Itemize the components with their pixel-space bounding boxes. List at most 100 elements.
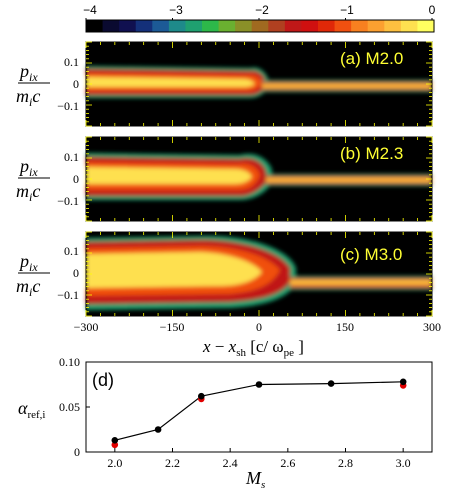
panel-b-yticks: 0.1 0 −0.1: [57, 150, 79, 208]
ylabel-m: m: [16, 181, 29, 201]
panel-a-label: (a) M2.0: [340, 49, 403, 68]
colorbar-cell: [102, 20, 120, 32]
svg-text:pix: pix: [18, 156, 38, 179]
panel-c-ytick-label: 0: [73, 266, 79, 280]
chart-d-ylabel-alpha: α: [18, 398, 28, 418]
ylabel-c: c: [32, 181, 40, 201]
chart-d-point-black: [255, 381, 263, 388]
panel-b-ytick-label: −0.1: [57, 194, 79, 208]
chart-d-yticks: 0 0.05 0.10: [59, 355, 90, 459]
phase-xtick-label: −150: [160, 320, 185, 334]
chart-d-points: [111, 378, 407, 449]
panel-frames: [85, 41, 433, 317]
panel-c-ytick-label: −0.1: [57, 288, 79, 302]
phase-xtick-label: 150: [336, 320, 354, 334]
chart-d-point-black: [198, 392, 205, 400]
colorbar-cell: [334, 20, 352, 32]
colorbar-cell: [367, 20, 385, 32]
colorbar-tick-label: −4: [83, 3, 97, 17]
xlabel-close: ]: [294, 337, 304, 356]
colorbar-tick-label: −1: [340, 3, 354, 17]
colorbar: −4 −3 −2 −1 0: [83, 3, 436, 33]
colorbar-cell: [351, 20, 369, 32]
ylabel-p-sub: ix: [29, 165, 38, 179]
colorbar-cell: [400, 20, 419, 32]
panel-b: (b) M2.3: [86, 137, 432, 221]
colorbar-cell: [268, 20, 286, 32]
panel-b-ytick-label: 0.1: [64, 150, 79, 164]
ylabel-p-sub: ix: [29, 260, 38, 274]
phase-xticks: −300 −150 0 150 300: [74, 320, 441, 334]
colorbar-cell: [119, 20, 137, 32]
chart-d-series-line: [114, 381, 404, 441]
xlabel-minus: −: [211, 337, 229, 356]
panel-c: (c) M3.0: [86, 232, 432, 316]
chart-d-point-black: [111, 437, 119, 444]
panel-c-yticks: 0.1 0 −0.1: [57, 244, 79, 302]
ylabel-p: p: [18, 61, 29, 81]
chart-d-xtick-label: 2.6: [280, 456, 295, 470]
colorbar-cell: [202, 20, 220, 32]
phase-xtick-label: 300: [423, 320, 441, 334]
chart-d-ytick-label: 0: [74, 445, 80, 459]
panel-a-ylabel: pix mic: [16, 61, 50, 109]
chart-d-ytick-label: 0.05: [59, 400, 80, 414]
colorbar-cell: [86, 20, 104, 32]
phase-space-panels: (a) M2.0 (b) M2.3: [16, 41, 441, 359]
reflection-rate-chart: 00.050.10 2.0 2.2 2.4 2.6 2.8 3.0 (d) αref,i …: [18, 355, 433, 491]
colorbar-cell: [284, 20, 303, 32]
xlabel-xsh-sub: sh: [236, 347, 246, 359]
phase-xaxis-label: x − xsh [c/ ωpe ]: [202, 337, 304, 359]
chart-d-point-black: [327, 380, 335, 387]
ylabel-m-sub: i: [29, 285, 32, 299]
chart-d-xtick-label: 2.2: [165, 456, 180, 470]
colorbar-cell: [417, 20, 435, 32]
ylabel-p-sub: ix: [29, 70, 38, 84]
panel-a-yticks: 0.1 0 −0.1: [57, 55, 79, 113]
panel-b-ylabel: pix mic: [16, 156, 50, 204]
svg-text:pix: pix: [18, 61, 38, 84]
colorbar-tick-label: −2: [255, 3, 269, 17]
xlabel-xsh: x: [228, 337, 237, 356]
chart-d-ylabel: αref,i: [18, 398, 45, 421]
panel-a-ytick-label: 0.1: [64, 55, 79, 69]
colorbar-cell: [251, 20, 269, 32]
ylabel-m: m: [16, 86, 29, 106]
chart-d-xlabel-m: M: [245, 468, 262, 488]
panel-c-label: (c) M3.0: [340, 245, 402, 264]
panel-c-ylabel: pix mic: [16, 251, 50, 299]
colorbar-cell: [235, 20, 253, 32]
colorbar-tick-label: 0: [429, 3, 436, 17]
panel-c-distribution: [86, 235, 432, 310]
svg-text:mic: mic: [16, 181, 40, 204]
chart-d-xlabel: Ms: [245, 468, 265, 491]
colorbar-cell: [168, 20, 187, 32]
colorbar-frame: [85, 19, 435, 33]
chart-d-label: (d): [92, 370, 114, 390]
panel-b-distribution: [86, 153, 432, 200]
xlabel-unit-sub: pe: [284, 347, 295, 359]
svg-text:mic: mic: [16, 86, 40, 109]
ylabel-m: m: [16, 276, 29, 296]
phase-xtick-label: 0: [256, 320, 262, 334]
panel-a-ytick-label: −0.1: [57, 99, 79, 113]
chart-d-xtick-label: 3.0: [396, 456, 411, 470]
chart-d-xtick-label: 2.0: [107, 456, 122, 470]
chart-d-point-black: [154, 426, 162, 433]
ylabel-c: c: [32, 276, 40, 296]
colorbar-cell: [218, 20, 236, 32]
svg-text:mic: mic: [16, 276, 40, 299]
phase-xtick-label: −300: [74, 320, 99, 334]
panel-a-ytick-label: 0: [73, 77, 79, 91]
colorbar-cell: [301, 20, 319, 32]
panel-b-ytick-label: 0: [73, 172, 79, 186]
chart-d-xtick-label: 2.8: [338, 456, 353, 470]
ylabel-c: c: [32, 86, 40, 106]
xlabel-x: x: [202, 337, 211, 356]
chart-d-frame: [85, 361, 433, 453]
ylabel-m-sub: i: [29, 190, 32, 204]
colorbar-cells: [85, 18, 435, 32]
colorbar-cell: [152, 20, 170, 32]
colorbar-tick-labels: −4 −3 −2 −1 0: [83, 3, 436, 17]
chart-d-xticks: 2.0 2.2 2.4 2.6 2.8 3.0: [107, 448, 411, 470]
